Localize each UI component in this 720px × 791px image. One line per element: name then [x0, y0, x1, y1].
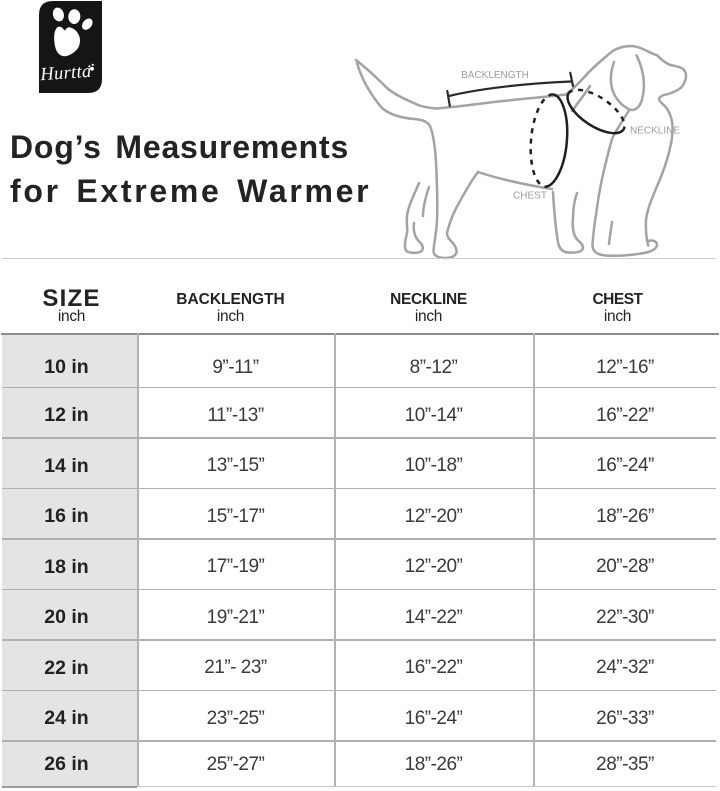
svg-text:Hurtta: Hurtta [39, 62, 92, 86]
svg-text:NECKLINE: NECKLINE [630, 126, 680, 137]
svg-text:CHEST: CHEST [513, 190, 547, 201]
svg-text:BACKLENGTH: BACKLENGTH [461, 70, 529, 81]
